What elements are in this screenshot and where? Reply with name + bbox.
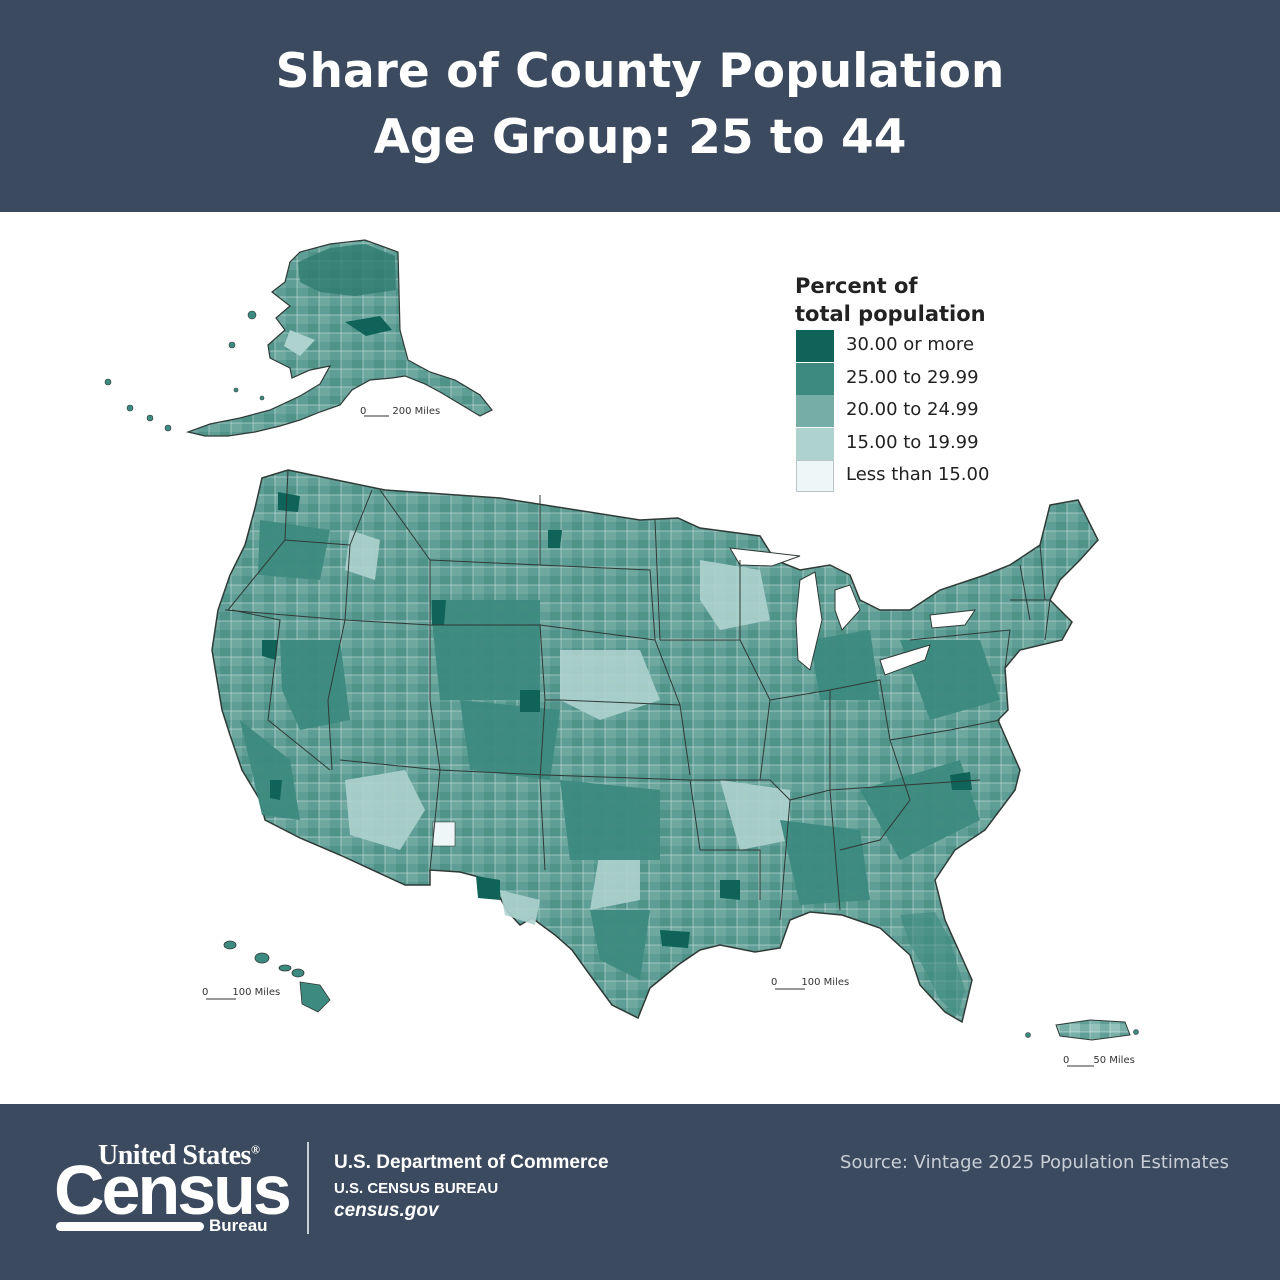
footer-bureau: U.S. CENSUS BUREAU: [334, 1180, 499, 1197]
scale-alaska: 0 200 Miles: [360, 406, 440, 417]
state-boundaries: [224, 469, 1051, 921]
scale-conus: 0 100 Miles: [771, 977, 849, 988]
scale-label: 100 Miles: [801, 977, 850, 988]
scale-zero: 0: [360, 406, 367, 417]
legend-swatch: [796, 395, 834, 428]
logo-united-states: United States: [98, 1140, 251, 1171]
census-logo-line-1: United States®: [98, 1140, 260, 1172]
scale-bar-lines: [206, 415, 1094, 1067]
region-alaska: [185, 239, 493, 437]
logo-registered-mark: ®: [250, 1142, 260, 1157]
scale-zero: 0: [771, 977, 778, 988]
scale-label: 200 Miles: [392, 406, 441, 417]
legend-swatch: [796, 460, 834, 493]
legend-swatch: [796, 427, 834, 460]
florida-peninsula: [900, 912, 965, 1015]
scale-puerto-rico: 0 50 Miles: [1063, 1055, 1135, 1066]
alaska-islands: [104, 310, 265, 432]
legend-swatch: [796, 362, 834, 395]
scale-label: 100 Miles: [232, 987, 281, 998]
region-puerto-rico: [1025, 1019, 1139, 1041]
alaska-shape: [185, 239, 493, 437]
census-logo-underline: [56, 1222, 204, 1231]
legend-label: 15.00 to 19.99: [846, 431, 979, 453]
legend-label: 30.00 or more: [846, 334, 975, 355]
legend-title-line-2: total population: [795, 302, 986, 326]
census-logo-bureau: Bureau: [209, 1216, 268, 1235]
footer-source-note: Source: Vintage 2025 Population Estimate…: [840, 1152, 1229, 1173]
alaska-interior-county: [345, 316, 392, 336]
conus-darkest-counties: [262, 492, 972, 948]
legend-title-line-1: Percent of: [795, 274, 918, 298]
map-title-line-2: Age Group: 25 to 44: [373, 110, 907, 165]
legend-label: 20.00 to 24.99: [846, 399, 979, 421]
conus-shape: [211, 469, 1099, 1024]
footer-divider: [307, 1142, 309, 1234]
footer-website-link[interactable]: census.gov: [334, 1200, 439, 1221]
footer-department: U.S. Department of Commerce: [334, 1152, 609, 1173]
footer-banner: [0, 1104, 1280, 1280]
scale-zero: 0: [1063, 1055, 1070, 1066]
legend-label: 25.00 to 29.99: [846, 366, 979, 388]
alaska-west-county: [284, 330, 315, 356]
map-title-line-1: Share of County Population: [275, 44, 1005, 99]
scale-hawaii: 0 100 Miles: [202, 987, 280, 998]
scale-zero: 0: [202, 987, 209, 998]
conus-light-counties: [345, 530, 790, 925]
alaska-north-slope: [298, 244, 396, 296]
new-mexico-lightest-county: [432, 821, 456, 847]
region-hawaii: [223, 940, 331, 1013]
region-conterminous-us: [211, 469, 1099, 1024]
title-banner: Share of County Population Age Group: 25…: [0, 0, 1280, 212]
map-legend: Percent of total population: [795, 272, 986, 328]
great-lakes: [729, 547, 977, 676]
legend-swatch: [796, 330, 834, 362]
legend-label: Less than 15.00: [846, 464, 990, 486]
census-logo-wordmark: Census: [54, 1151, 292, 1229]
scale-label: 50 Miles: [1093, 1055, 1135, 1066]
